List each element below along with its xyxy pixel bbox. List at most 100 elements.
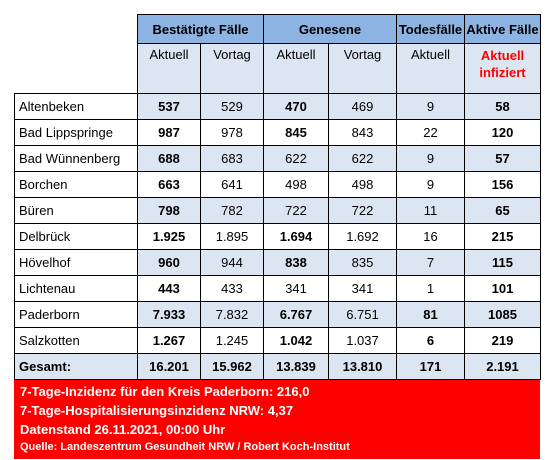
cell-aktive-faelle: 219 bbox=[464, 327, 541, 354]
table-row: Bad Lippspringe 987 978 845 843 22 120 bbox=[14, 119, 541, 146]
covid-case-table: Bestätigte Fälle Genesene Todesfälle Akt… bbox=[14, 14, 541, 380]
table-row: Hövelhof 960 944 838 835 7 115 bbox=[14, 249, 541, 276]
cell-todesfaelle: 81 bbox=[396, 301, 465, 328]
header-todesfaelle: Todesfälle bbox=[396, 14, 465, 44]
cell-genesen-vortag: 622 bbox=[328, 145, 397, 172]
cell-aktive-faelle: 58 bbox=[464, 93, 541, 120]
cell-bestaetigt-aktuell: 537 bbox=[137, 93, 201, 120]
cell-aktive-faelle: 120 bbox=[464, 119, 541, 146]
cell-aktive-faelle: 65 bbox=[464, 197, 541, 224]
cell-aktive-faelle: 115 bbox=[464, 249, 541, 276]
cell-aktive-faelle: 101 bbox=[464, 275, 541, 302]
cell-genesen-vortag: 469 bbox=[328, 93, 397, 120]
cell-bestaetigt-vortag: 7.832 bbox=[200, 301, 264, 328]
cell-bestaetigt-aktuell: 7.933 bbox=[137, 301, 201, 328]
cell-todesfaelle: 11 bbox=[396, 197, 465, 224]
cell-genesen-aktuell: 470 bbox=[263, 93, 329, 120]
cell-bestaetigt-aktuell: 663 bbox=[137, 171, 201, 198]
corner-blank-2 bbox=[14, 43, 138, 94]
header-bestaetigte-faelle: Bestätigte Fälle bbox=[137, 14, 264, 44]
cell-genesen-vortag: 341 bbox=[328, 275, 397, 302]
subheader-bestaetigt-aktuell: Aktuell bbox=[137, 43, 201, 94]
cell-genesen-vortag: 6.751 bbox=[328, 301, 397, 328]
cell-genesen-aktuell: 845 bbox=[263, 119, 329, 146]
cell-bestaetigt-vortag: 433 bbox=[200, 275, 264, 302]
subheader-genesen-vortag: Vortag bbox=[328, 43, 397, 94]
cell-genesen-aktuell: 6.767 bbox=[263, 301, 329, 328]
cell-bestaetigt-vortag: 1.895 bbox=[200, 223, 264, 250]
municipality-name: Borchen bbox=[14, 171, 138, 198]
header-genesene: Genesene bbox=[263, 14, 397, 44]
cell-bestaetigt-aktuell: 987 bbox=[137, 119, 201, 146]
total-label: Gesamt: bbox=[14, 353, 138, 380]
municipality-name: Bad Wünnenberg bbox=[14, 145, 138, 172]
cell-todesfaelle: 7 bbox=[396, 249, 465, 276]
cell-todesfaelle: 22 bbox=[396, 119, 465, 146]
table-body: Altenbeken 537 529 470 469 9 58 Bad Lippspringe… bbox=[14, 93, 541, 354]
table-row-total: Gesamt: 16.201 15.962 13.839 13.810 171 … bbox=[14, 353, 541, 380]
total-bestaetigt-vortag: 15.962 bbox=[200, 353, 264, 380]
incidence-info-box: 7-Tage-Inzidenz für den Kreis Paderborn:… bbox=[14, 380, 540, 459]
municipality-name: Salzkotten bbox=[14, 327, 138, 354]
municipality-name: Delbrück bbox=[14, 223, 138, 250]
cell-genesen-aktuell: 1.042 bbox=[263, 327, 329, 354]
table-row: Altenbeken 537 529 470 469 9 58 bbox=[14, 93, 541, 120]
municipality-name: Büren bbox=[14, 197, 138, 224]
covid-case-table-wrapper: Bestätigte Fälle Genesene Todesfälle Akt… bbox=[14, 14, 541, 459]
cell-bestaetigt-aktuell: 960 bbox=[137, 249, 201, 276]
municipality-name: Hövelhof bbox=[14, 249, 138, 276]
cell-genesen-aktuell: 1.694 bbox=[263, 223, 329, 250]
table-row: Borchen 663 641 498 498 9 156 bbox=[14, 171, 541, 198]
subheader-genesen-aktuell: Aktuell bbox=[263, 43, 329, 94]
total-genesen-vortag: 13.810 bbox=[328, 353, 397, 380]
cell-genesen-vortag: 1.037 bbox=[328, 327, 397, 354]
incidence-kreis: 7-Tage-Inzidenz für den Kreis Paderborn:… bbox=[20, 384, 310, 399]
cell-bestaetigt-vortag: 1.245 bbox=[200, 327, 264, 354]
table-row: Delbrück 1.925 1.895 1.694 1.692 16 215 bbox=[14, 223, 541, 250]
data-timestamp: Datenstand 26.11.2021, 00:00 Uhr bbox=[20, 422, 226, 437]
cell-genesen-vortag: 835 bbox=[328, 249, 397, 276]
cell-todesfaelle: 9 bbox=[396, 145, 465, 172]
total-bestaetigt-aktuell: 16.201 bbox=[137, 353, 201, 380]
hospitalization-incidence: 7-Tage-Hospitalisierungsinzidenz NRW: 4,… bbox=[20, 403, 294, 418]
cell-genesen-vortag: 843 bbox=[328, 119, 397, 146]
cell-bestaetigt-aktuell: 443 bbox=[137, 275, 201, 302]
cell-genesen-aktuell: 722 bbox=[263, 197, 329, 224]
table-row: Bad Wünnenberg 688 683 622 622 9 57 bbox=[14, 145, 541, 172]
cell-bestaetigt-aktuell: 798 bbox=[137, 197, 201, 224]
cell-genesen-aktuell: 622 bbox=[263, 145, 329, 172]
cell-bestaetigt-aktuell: 1.267 bbox=[137, 327, 201, 354]
cell-genesen-aktuell: 838 bbox=[263, 249, 329, 276]
cell-bestaetigt-aktuell: 688 bbox=[137, 145, 201, 172]
cell-genesen-aktuell: 341 bbox=[263, 275, 329, 302]
cell-todesfaelle: 9 bbox=[396, 171, 465, 198]
cell-aktive-faelle: 156 bbox=[464, 171, 541, 198]
municipality-name: Altenbeken bbox=[14, 93, 138, 120]
subheader-aktiv-line2: infiziert bbox=[479, 65, 526, 80]
cell-genesen-vortag: 722 bbox=[328, 197, 397, 224]
cell-aktive-faelle: 1085 bbox=[464, 301, 541, 328]
cell-aktive-faelle: 57 bbox=[464, 145, 541, 172]
cell-todesfaelle: 6 bbox=[396, 327, 465, 354]
cell-bestaetigt-vortag: 978 bbox=[200, 119, 264, 146]
municipality-name: Lichtenau bbox=[14, 275, 138, 302]
subheader-tod-aktuell: Aktuell bbox=[396, 43, 465, 94]
cell-todesfaelle: 9 bbox=[396, 93, 465, 120]
cell-todesfaelle: 16 bbox=[396, 223, 465, 250]
source-note: Quelle: Landeszentrum Gesundheit NRW / R… bbox=[20, 441, 350, 453]
cell-bestaetigt-vortag: 683 bbox=[200, 145, 264, 172]
municipality-name: Paderborn bbox=[14, 301, 138, 328]
municipality-name: Bad Lippspringe bbox=[14, 119, 138, 146]
cell-genesen-vortag: 498 bbox=[328, 171, 397, 198]
subheader-aktiv-infiziert: Aktuell infiziert bbox=[464, 43, 541, 94]
cell-aktive-faelle: 215 bbox=[464, 223, 541, 250]
cell-bestaetigt-vortag: 782 bbox=[200, 197, 264, 224]
total-aktive-faelle: 2.191 bbox=[464, 353, 541, 380]
table-row: Salzkotten 1.267 1.245 1.042 1.037 6 219 bbox=[14, 327, 541, 354]
cell-bestaetigt-vortag: 944 bbox=[200, 249, 264, 276]
cell-bestaetigt-vortag: 641 bbox=[200, 171, 264, 198]
table-row: Lichtenau 443 433 341 341 1 101 bbox=[14, 275, 541, 302]
total-genesen-aktuell: 13.839 bbox=[263, 353, 329, 380]
subheader-bestaetigt-vortag: Vortag bbox=[200, 43, 264, 94]
table-row: Büren 798 782 722 722 11 65 bbox=[14, 197, 541, 224]
